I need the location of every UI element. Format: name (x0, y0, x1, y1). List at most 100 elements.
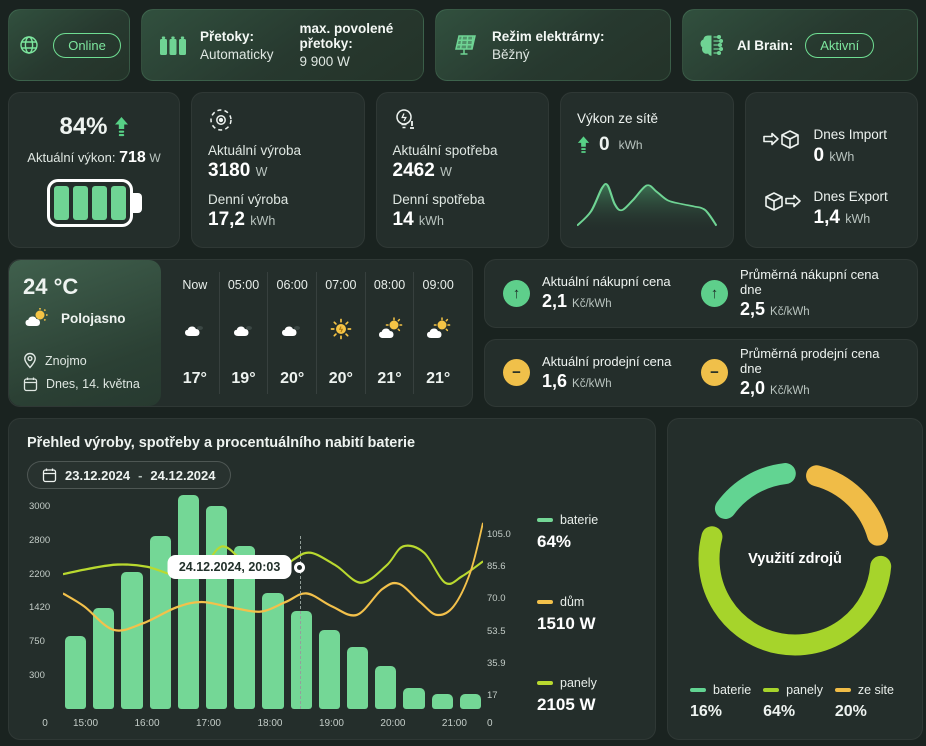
legend-name: baterie (560, 513, 599, 527)
cloud-icon (180, 318, 210, 345)
sell-current-entry: − Aktuální prodejní cena 1,6 Kč/kWh (503, 354, 701, 392)
bar-2[interactable] (121, 572, 143, 709)
import-label: Dnes Import (813, 127, 888, 142)
x-tick: 15:00 (73, 718, 99, 729)
y-axis-right: 105.0 85.6 70.0 53.5 35.9 17 (483, 495, 523, 709)
rezim-value: Běžný (492, 46, 530, 62)
pretoky-max: max. povolené přetoky: 9 900 W (300, 21, 407, 69)
bar-1[interactable] (93, 608, 115, 709)
price-minus-icon: − (503, 359, 530, 387)
overview-title: Přehled výroby, spotřeby a procentuálníh… (27, 435, 416, 451)
current-power-label: Aktuální výkon: (27, 150, 116, 165)
x-axis-zero-left: 0 (42, 718, 48, 729)
consumption-daily-unit: kWh (418, 214, 444, 228)
production-daily-number: 17,2 (208, 209, 245, 230)
location-pin-icon (24, 352, 36, 369)
legend-name: panely (786, 683, 823, 697)
brain-icon (700, 34, 724, 56)
bar-12[interactable] (403, 687, 425, 709)
calendar-icon (42, 468, 57, 483)
sell-current-unit: Kč/kWh (572, 377, 612, 390)
forecast-temp: 21° (426, 370, 451, 387)
bar-4[interactable] (177, 495, 200, 709)
line-dům (63, 522, 483, 632)
x-tick: 17:00 (195, 718, 221, 729)
solar-panel-icon (455, 35, 476, 55)
buy-avg-entry: ↑ Průměrná nákupní cena dne 2,5 Kč/kWh (701, 267, 899, 320)
import-value: 0 kWh (814, 145, 888, 167)
chart-cursor-line: 24.12.2024, 20:03 (167, 535, 306, 709)
export-row: Dnes Export 1,4 kWh (762, 189, 902, 229)
online-status-card: Online (8, 9, 130, 81)
consumption-current-value: 2462 W (393, 160, 533, 182)
price-stack: ↑ Aktuální nákupní cena 2,1 Kč/kWh ↑ Prů… (484, 259, 918, 407)
export-label: Dnes Export (813, 189, 888, 204)
calendar-icon (23, 377, 38, 392)
x-tick: 19:00 (318, 718, 344, 729)
combo-chart: 3000 2800 2200 1420 750 300 24.12.2024, 20:03… (27, 495, 523, 729)
current-power-line: Aktuální výkon: 718 W (27, 149, 160, 167)
line-panely (63, 544, 483, 586)
bar-3[interactable] (149, 535, 171, 709)
bar-6[interactable] (234, 546, 256, 709)
chart-tooltip: 24.12.2024, 20:03 (167, 554, 292, 579)
forecast-time: 08:00 (373, 278, 406, 292)
sun-cloud-icon (422, 316, 454, 346)
metrics-row: 84% Aktuální výkon: 718 W (8, 92, 918, 248)
legend-value: 64% (537, 532, 572, 551)
x-tick: 21:00 (441, 718, 467, 729)
consumption-current-unit: W (440, 165, 452, 179)
production-daily-label: Denní výroba (208, 192, 289, 207)
production-daily-value: 17,2 kWh (208, 209, 348, 231)
weather-price-row: 24 °C Polojasno Znojmo (8, 259, 918, 407)
import-row: Dnes Import 0 kWh (762, 127, 902, 167)
forecast-time: 06:00 (276, 278, 308, 292)
bar-13[interactable] (431, 694, 453, 709)
donut-legend-item-baterie: baterie 16% (690, 683, 751, 721)
donut-segment-baterie[interactable] (714, 463, 796, 519)
y-left-tick: 3000 (29, 501, 51, 512)
donut-legend-label-row: baterie (690, 683, 751, 697)
production-current-label: Aktuální výroba (208, 143, 302, 158)
bar-14[interactable] (459, 694, 482, 709)
bar-10[interactable] (347, 646, 369, 709)
grid-power-unit: kWh (618, 138, 643, 152)
ai-brain-card: AI Brain: Aktivní (682, 9, 918, 81)
buy-avg-value: 2,5 Kč/kWh (740, 299, 899, 320)
donut-legend: baterie 16% panely 64% ze site 20% (688, 681, 902, 725)
sell-price-card: − Aktuální prodejní cena 1,6 Kč/kWh − Pr… (484, 338, 918, 407)
y-right-tick: 17 (487, 689, 498, 701)
sell-current-value: 1,6 Kč/kWh (542, 371, 671, 392)
donut-legend-label-row: ze site (834, 683, 894, 697)
forecast-strip: Now 17° 05:00 19° 06:00 20° 07:00 20° 08:00 21° 09… (161, 260, 472, 406)
pretoky-max-value: 9 900 W (299, 54, 350, 69)
legend-item-panely: panely 2105 W (537, 676, 637, 715)
export-value: 1,4 kWh (814, 207, 888, 229)
forecast-temp: 20° (328, 370, 353, 387)
forecast-column-1: 05:00 19° (218, 272, 268, 394)
bar-11[interactable] (375, 666, 397, 709)
x-tick: 18:00 (257, 718, 283, 729)
legend-dash (537, 599, 553, 604)
x-tick: 20:00 (380, 718, 406, 729)
bar-9[interactable] (318, 629, 341, 709)
production-current-number: 3180 (208, 160, 251, 181)
legend-item-dům: dům 1510 W (537, 595, 637, 634)
production-daily-unit: kWh (250, 214, 276, 228)
donut-segment-ze-site[interactable] (806, 465, 889, 546)
bar-0[interactable] (65, 636, 87, 709)
donut-legend-item-panely: panely 64% (763, 683, 823, 721)
bar-7[interactable] (262, 593, 284, 709)
sell-current-number: 1,6 (542, 370, 568, 391)
chart-plot-area[interactable]: 24.12.2024, 20:03 (63, 495, 483, 709)
production-card: Aktuální výroba 3180 W Denní výroba 17,2… (191, 92, 365, 248)
buy-current-unit: Kč/kWh (572, 298, 612, 311)
donut-segment-panely[interactable] (698, 526, 892, 656)
arrow-up-icon (114, 117, 128, 137)
y-right-tick: 53.5 (487, 625, 506, 637)
battery-percent-row: 84% (59, 113, 128, 141)
sell-avg-value: 2,0 Kč/kWh (740, 378, 899, 399)
date-range-picker[interactable]: 23.12.2024 - 24.12.2024 (27, 461, 231, 489)
forecast-column-4: 08:00 21° (364, 272, 414, 394)
y-left-tick: 750 (29, 636, 45, 648)
